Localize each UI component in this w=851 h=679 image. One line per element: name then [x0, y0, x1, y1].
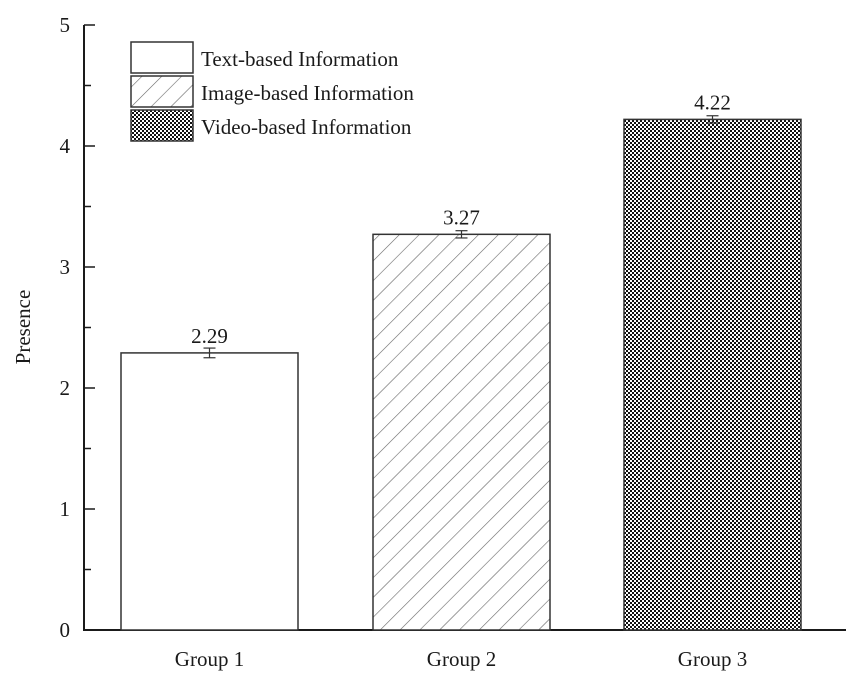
legend-swatch — [130, 75, 194, 108]
y-tick-label: 5 — [60, 13, 71, 37]
bar — [372, 233, 551, 631]
legend-item-3: Video-based Information — [130, 109, 412, 142]
bars: 2.29 Group 1 3.27 Group 2 4.22 Group 3 — [120, 90, 802, 671]
y-tick-label: 1 — [60, 497, 71, 521]
legend-item-1: Text-based Information — [130, 41, 399, 74]
bar-group-2: 3.27 Group 2 — [372, 205, 551, 671]
y-tick-label: 0 — [60, 618, 71, 642]
y-tick-label: 4 — [60, 134, 71, 158]
legend-swatch — [130, 41, 194, 74]
bar — [623, 118, 802, 631]
y-axis-title: Presence — [11, 290, 35, 365]
x-category-label: Group 2 — [427, 647, 496, 671]
error-bar — [203, 347, 216, 359]
legend-swatch — [130, 109, 194, 142]
legend-label: Text-based Information — [201, 47, 399, 71]
bar-group-3: 4.22 Group 3 — [623, 90, 802, 671]
legend-item-2: Image-based Information — [130, 75, 414, 108]
error-bar — [706, 115, 719, 124]
bar — [120, 352, 299, 631]
bar-group-1: 2.29 Group 1 — [120, 324, 299, 671]
x-category-label: Group 3 — [678, 647, 747, 671]
bar-value-label: 4.22 — [694, 90, 731, 114]
y-tick-label: 2 — [60, 376, 71, 400]
bar-value-label: 2.29 — [191, 324, 228, 348]
legend-label: Image-based Information — [201, 81, 414, 105]
legend-label: Video-based Information — [201, 115, 412, 139]
error-bar — [455, 230, 468, 239]
legend: Text-based Information Image-based Inform… — [130, 41, 414, 142]
bar-value-label: 3.27 — [443, 205, 480, 229]
x-category-label: Group 1 — [175, 647, 244, 671]
y-tick-label: 3 — [60, 255, 71, 279]
